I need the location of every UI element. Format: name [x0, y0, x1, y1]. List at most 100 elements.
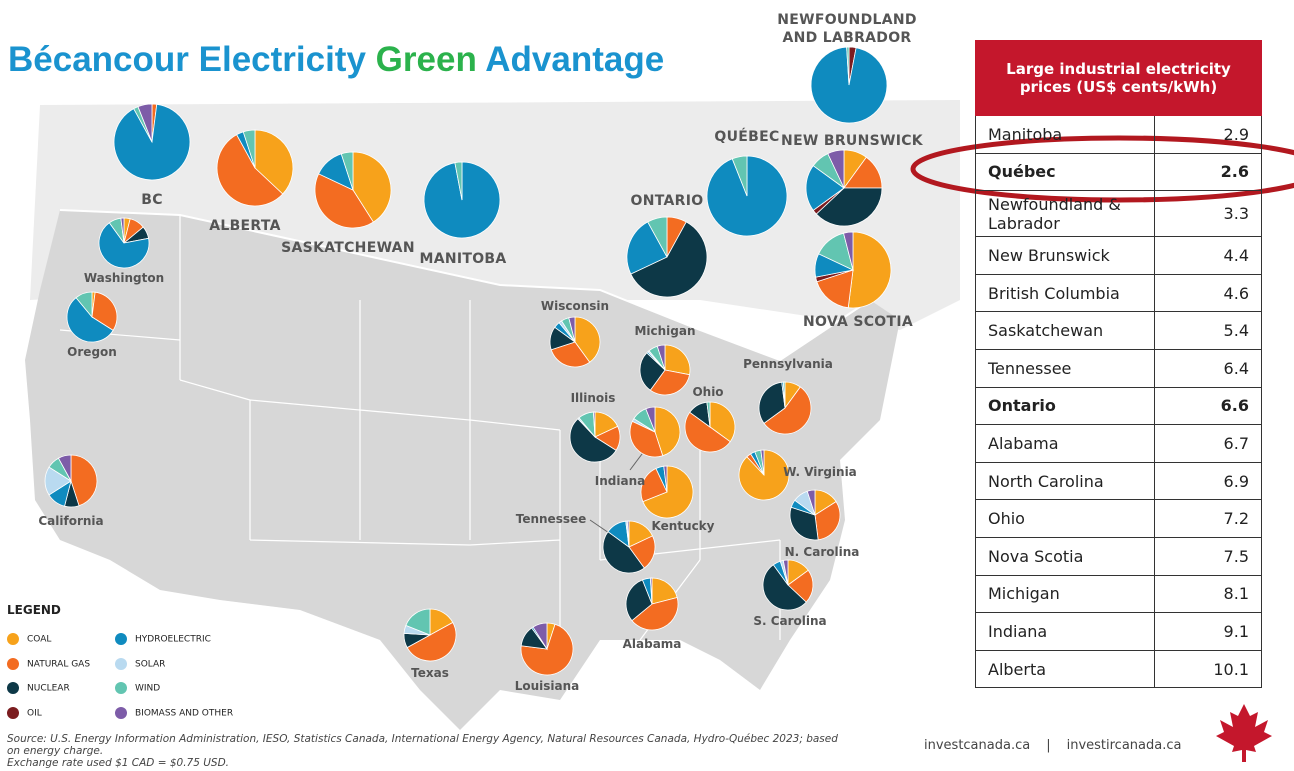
- pie: [314, 151, 392, 229]
- pie-slice: [649, 577, 653, 605]
- pie-slice: [731, 155, 748, 197]
- region-label: Ohio: [692, 385, 724, 399]
- pie-slice: [57, 454, 72, 482]
- region-name: New Brunswick: [975, 236, 1155, 275]
- pie-slice: [454, 161, 463, 201]
- source-line: Source: U.S. Energy Information Administ…: [7, 733, 838, 757]
- table-row: Indiana 9.1: [975, 612, 1262, 651]
- pie: [626, 216, 708, 298]
- pie: [520, 622, 574, 676]
- pie-slice: [340, 151, 354, 191]
- pie: [762, 559, 814, 611]
- pie-slice: [405, 608, 431, 636]
- region-name: Ontario: [975, 386, 1155, 426]
- title-part: Advantage: [485, 40, 665, 79]
- pie-slice: [782, 381, 786, 409]
- source-line: Exchange rate used $1 CAD = $0.75 USD.: [7, 757, 230, 769]
- region-label: NOVA SCOTIA: [803, 314, 913, 330]
- pie-slice: [406, 621, 457, 662]
- table-row: Newfoundland & Labrador 3.3: [975, 190, 1262, 238]
- pie: [758, 381, 812, 435]
- pie-slice: [642, 465, 694, 519]
- region-name: Newfoundland & Labrador: [975, 190, 1155, 238]
- region-label: Louisiana: [514, 679, 580, 693]
- pie-slice: [806, 489, 816, 516]
- pie: [805, 149, 883, 227]
- region-name: British Columbia: [975, 273, 1155, 313]
- legend-item: NUCLEAR: [7, 682, 70, 694]
- price: 6.7: [1154, 424, 1262, 463]
- region-label: BC: [141, 192, 163, 208]
- pie-slice: [656, 344, 666, 371]
- pie-slice: [550, 341, 591, 368]
- price-table: Large industrial electricity prices (US$…: [975, 40, 1262, 689]
- pie-slice: [763, 386, 812, 435]
- pie-slice: [532, 622, 548, 651]
- price: 2.9: [1154, 115, 1262, 154]
- pie-slice: [242, 129, 256, 169]
- price: 10.1: [1154, 649, 1262, 689]
- pie-slice: [113, 103, 191, 181]
- pie-slice: [640, 467, 668, 503]
- pie-slice: [639, 352, 666, 391]
- legend-item: OIL: [7, 706, 42, 719]
- pie-slice: [70, 454, 98, 507]
- pie-slice: [602, 531, 645, 574]
- pie-slice: [625, 579, 653, 622]
- pie-slice: [647, 216, 668, 258]
- pie: [66, 291, 118, 343]
- region-name: Québec: [975, 152, 1155, 192]
- pie-slice: [760, 449, 765, 476]
- legend-swatch: [115, 633, 127, 645]
- price: 6.6: [1154, 386, 1262, 426]
- pie: [684, 401, 736, 453]
- price: 8.1: [1154, 574, 1262, 614]
- region-label: Kentucky: [651, 519, 715, 533]
- maple-leaf: [1216, 704, 1272, 762]
- pie: [216, 129, 294, 207]
- source: Source: U.S. Energy Information Administ…: [7, 733, 847, 769]
- footer-link: investircanada.ca: [1066, 738, 1182, 753]
- legend-item: SOLAR: [115, 657, 165, 670]
- region-label: Wisconsin: [540, 299, 610, 313]
- pie-slice: [758, 381, 786, 424]
- table-row: British Columbia 4.6: [975, 273, 1262, 313]
- legend-label: NUCLEAR: [27, 683, 70, 694]
- pie-slice: [574, 316, 601, 363]
- table-row: Alabama 6.7: [975, 424, 1262, 463]
- region-label: California: [38, 514, 104, 528]
- legend-title: LEGEND: [7, 603, 61, 617]
- price: 9.1: [1154, 612, 1262, 651]
- pie-slice: [709, 401, 736, 443]
- pie-slice: [631, 597, 679, 631]
- pie-slice: [568, 316, 576, 343]
- table-row: Tennessee 6.4: [975, 348, 1262, 388]
- pie-slice: [75, 291, 93, 319]
- price: 6.9: [1154, 461, 1262, 501]
- price: 6.4: [1154, 348, 1262, 388]
- region-name: Alberta: [975, 649, 1155, 689]
- region-label: Illinois: [570, 391, 616, 405]
- table-row: Saskatchewan 5.4: [975, 311, 1262, 350]
- pie: [640, 465, 694, 519]
- legend-label: WIND: [135, 683, 161, 694]
- region-name: Ohio: [975, 499, 1155, 538]
- legend-swatch: [7, 633, 19, 645]
- pie-slice: [137, 103, 153, 143]
- region-name: Tennessee: [975, 348, 1155, 388]
- region-name: Saskatchewan: [975, 311, 1155, 350]
- table-row: Nova Scotia 7.5: [975, 536, 1262, 576]
- table-row: Ontario 6.6: [975, 386, 1262, 426]
- region-label: NEWFOUNDLAND AND LABRADOR: [777, 12, 917, 46]
- legend-label: OIL: [27, 708, 42, 718]
- pie: [549, 316, 601, 368]
- pie-slice: [649, 369, 691, 396]
- region-label: S. Carolina: [753, 614, 827, 628]
- region-label: Washington: [83, 271, 165, 285]
- price: 7.2: [1154, 499, 1262, 538]
- pie-slice: [645, 406, 656, 433]
- pie-slice: [216, 134, 284, 207]
- land-usa: [25, 210, 900, 730]
- pie-slice: [810, 46, 888, 124]
